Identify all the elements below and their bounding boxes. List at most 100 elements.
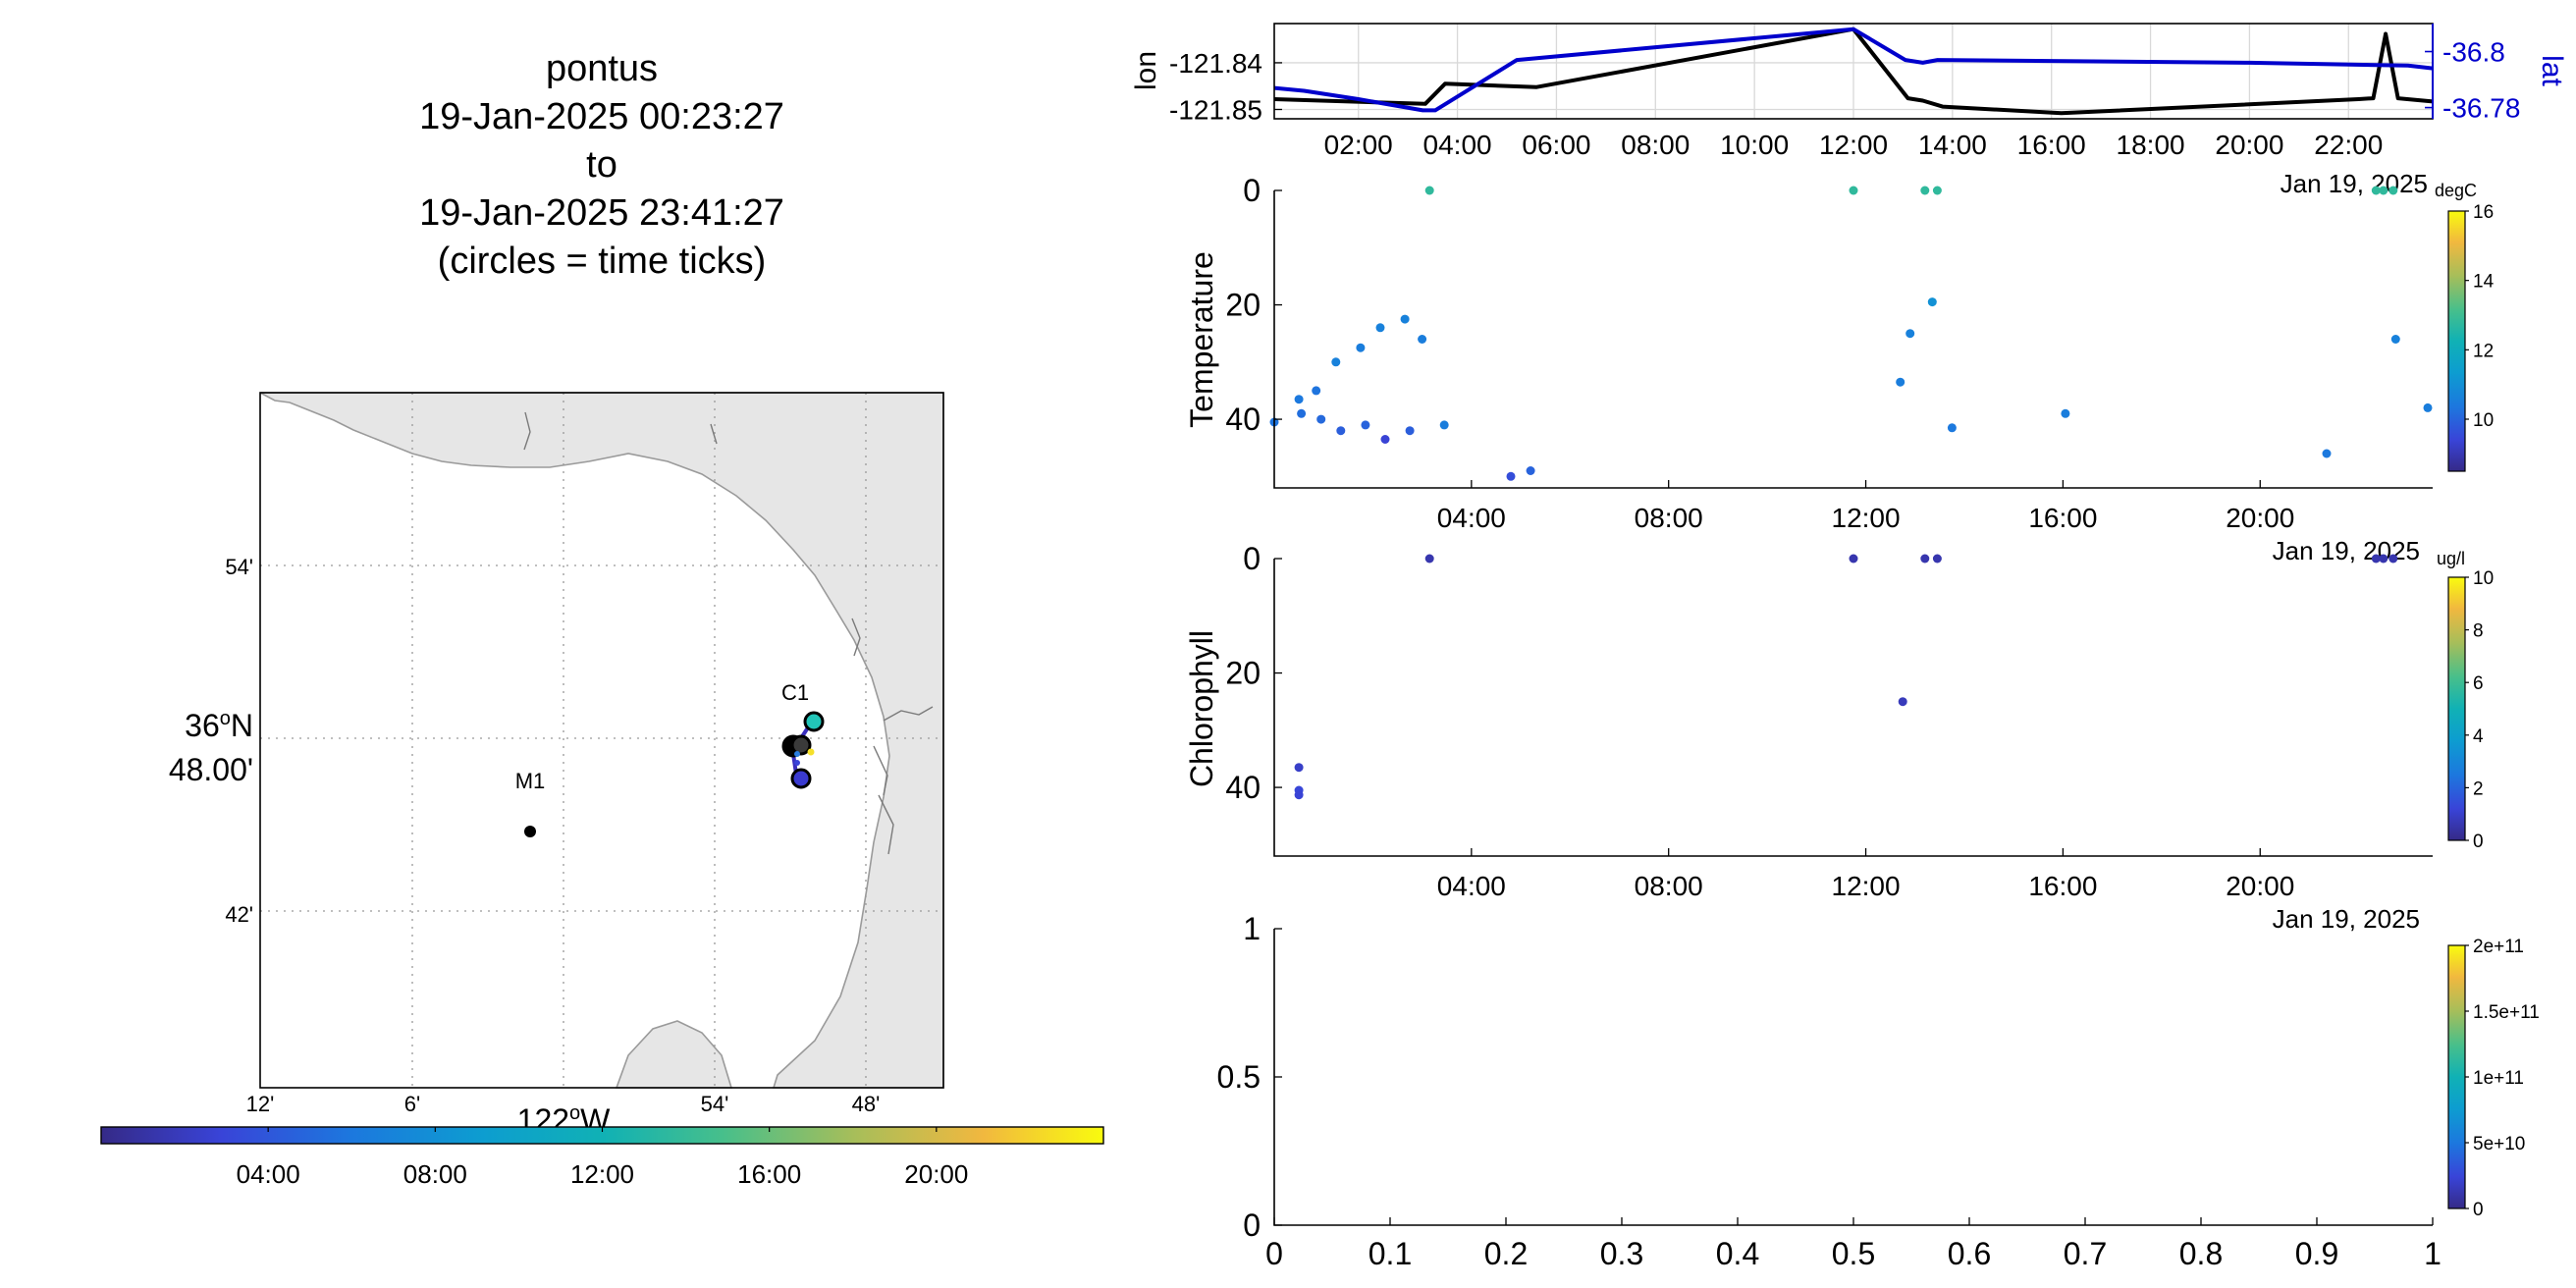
chlorophyll-x-tick-label: 08:00 bbox=[1635, 871, 1703, 901]
temperature-points bbox=[1269, 186, 2433, 481]
series-line-lon bbox=[1273, 27, 2434, 116]
chlorophyll-x-ticks: 04:00 08:00 12:00 16:00 20:00 bbox=[1437, 848, 2294, 901]
track-point-end bbox=[807, 748, 815, 756]
lon-tick-label: -121.85 bbox=[1169, 94, 1262, 125]
title-line-5: (circles = time ticks) bbox=[438, 241, 767, 282]
empty-x-tick-label: 0.8 bbox=[2179, 1236, 2223, 1271]
station-label-m1: M1 bbox=[515, 769, 546, 793]
temperature-point bbox=[1849, 186, 1858, 195]
chlorophyll-axes bbox=[1273, 559, 2433, 857]
chlorophyll-colorbar-tick-label: 2 bbox=[2473, 778, 2484, 799]
title-line-4: 19-Jan-2025 23:41:27 bbox=[419, 192, 784, 234]
temperature-axis-label: Temperature bbox=[1184, 251, 1219, 428]
empty-colorbar-tick-label: 2e+11 bbox=[2473, 937, 2524, 957]
position-x-tick-label: 14:00 bbox=[1918, 130, 1987, 160]
lon-ticks: -121.84 -121.85 bbox=[1169, 48, 1282, 125]
temperature-point bbox=[1405, 426, 1415, 436]
lat-tick-label: -36.8 bbox=[2442, 37, 2505, 68]
temperature-colorbar-tick-label: 12 bbox=[2473, 341, 2494, 361]
chlorophyll-y-ticks: 0 20 40 bbox=[1225, 541, 1282, 805]
temperature-point bbox=[1380, 435, 1390, 444]
lat-tick-label: -36.78 bbox=[2442, 93, 2520, 124]
chlorophyll-colorbar-tick-label: 8 bbox=[2473, 621, 2484, 642]
land-mass bbox=[259, 392, 944, 1089]
title-line-2: 19-Jan-2025 00:23:27 bbox=[419, 96, 784, 137]
temperature-point bbox=[1947, 423, 1957, 433]
chlorophyll-point bbox=[1920, 554, 1930, 564]
position-date-label: Jan 19, 2025 bbox=[2281, 169, 2428, 198]
empty-y-ticks: 00.51 bbox=[1217, 911, 1282, 1243]
empty-colorbar-tick-label: 0 bbox=[2473, 1200, 2484, 1220]
chlorophyll-colorbar bbox=[2447, 576, 2466, 841]
chlorophyll-colorbar-tick-label: 0 bbox=[2473, 832, 2484, 852]
title-block: pontus 19-Jan-2025 00:23:27 to 19-Jan-20… bbox=[419, 48, 784, 282]
temperature-colorbar-tick-label: 10 bbox=[2473, 410, 2494, 431]
chlorophyll-colorbar-tick-label: 10 bbox=[2473, 568, 2494, 589]
temperature-point bbox=[1336, 426, 1346, 436]
chlorophyll-point bbox=[1898, 697, 1907, 707]
chlorophyll-point bbox=[1849, 554, 1858, 564]
chlorophyll-x-tick-label: 16:00 bbox=[2028, 871, 2097, 901]
empty-y-tick-label: 0.5 bbox=[1217, 1059, 1261, 1095]
empty-axes bbox=[1273, 929, 2433, 1226]
position-series bbox=[1273, 27, 2434, 116]
chlorophyll-point bbox=[1932, 554, 1942, 564]
empty-y-tick-label: 0 bbox=[1243, 1208, 1261, 1243]
temperature-point bbox=[1331, 357, 1341, 367]
temperature-point bbox=[1316, 414, 1326, 424]
title-line-3: to bbox=[586, 144, 617, 186]
temperature-colorbar-tick-label: 16 bbox=[2473, 202, 2494, 223]
position-x-tick-label: 22:00 bbox=[2314, 130, 2383, 160]
station-label-c1: C1 bbox=[781, 680, 809, 705]
temperature-x-tick-label: 20:00 bbox=[2226, 503, 2294, 533]
empty-x-tick-label: 0.3 bbox=[1600, 1236, 1643, 1271]
empty-x-tick-label: 0.6 bbox=[1948, 1236, 1991, 1271]
chlorophyll-colorbar-ticks: 0 2 4 6 8 10 bbox=[2465, 568, 2494, 852]
temperature-point bbox=[1400, 314, 1410, 324]
temperature-point bbox=[2379, 186, 2388, 195]
map: 54' 42' 36oN 48.00' 12' 6' 54' 48' 122oW… bbox=[169, 392, 944, 1138]
chlorophyll-point bbox=[2371, 554, 2381, 564]
temperature-point bbox=[1356, 343, 1366, 352]
temperature-point bbox=[1506, 471, 1516, 481]
empty-x-tick-label: 1 bbox=[2424, 1236, 2442, 1271]
temperature-colorbar bbox=[2447, 210, 2466, 472]
time-colorbar-tick-label: 08:00 bbox=[403, 1159, 467, 1189]
position-x-tick-label: 08:00 bbox=[1621, 130, 1690, 160]
map-lat-center-label: 36oN bbox=[185, 708, 253, 743]
temperature-colorbar-tick-label: 14 bbox=[2473, 272, 2495, 293]
temperature-point bbox=[1418, 335, 1427, 344]
time-colorbar-tick-label: 12:00 bbox=[570, 1159, 634, 1189]
chlorophyll-points bbox=[1294, 554, 2398, 800]
temperature-colorbar-ticks: 10 12 14 16 bbox=[2465, 202, 2495, 431]
temperature-point bbox=[1905, 329, 1915, 339]
map-lon-tick-48: 48' bbox=[852, 1092, 881, 1116]
temperature-point bbox=[1932, 186, 1942, 195]
position-x-tick-label: 16:00 bbox=[2017, 130, 2086, 160]
time-colorbar-ticks: 04:00 08:00 12:00 16:00 20:00 bbox=[237, 1127, 968, 1189]
chlorophyll-point bbox=[1424, 554, 1434, 564]
chlorophyll-colorbar-tick-label: 6 bbox=[2473, 673, 2484, 694]
temperature-x-tick-label: 04:00 bbox=[1437, 503, 1506, 533]
temperature-panel: 04:00 08:00 12:00 16:00 20:00 0 20 40 Temperat… bbox=[1184, 173, 2495, 565]
title-line-1: pontus bbox=[546, 48, 658, 89]
position-x-ticks: 02:00 04:00 06:00 08:00 10:00 12:00 14:00 16:00… bbox=[1324, 130, 2384, 160]
track-time-tick bbox=[790, 768, 812, 789]
empty-panel: 0 0.1 0.2 0.3 0.4 0.5 0.6 0.7 0.8 0.9 1 00.51 05e+… bbox=[1217, 911, 2540, 1271]
temperature-point bbox=[2371, 186, 2381, 195]
position-x-tick-label: 10:00 bbox=[1720, 130, 1789, 160]
temperature-date-label: Jan 19, 2025 bbox=[2273, 536, 2420, 565]
temperature-point bbox=[1361, 420, 1370, 430]
map-gridlines bbox=[260, 393, 943, 1088]
chlorophyll-x-tick-label: 04:00 bbox=[1437, 871, 1506, 901]
temperature-y-tick-label: 20 bbox=[1225, 288, 1261, 323]
empty-x-tick-label: 0.4 bbox=[1716, 1236, 1759, 1271]
series-line-lat bbox=[1273, 27, 2434, 113]
temperature-x-tick-label: 12:00 bbox=[1832, 503, 1901, 533]
map-lon-tick-6: 6' bbox=[404, 1092, 420, 1116]
empty-colorbar-tick-label: 1.5e+11 bbox=[2473, 1002, 2540, 1023]
empty-colorbar-ticks: 0 5e+10 1e+11 1.5e+11 2e+11 bbox=[2465, 937, 2540, 1220]
temperature-x-tick-label: 08:00 bbox=[1635, 503, 1703, 533]
empty-x-tick-label: 0.7 bbox=[2064, 1236, 2107, 1271]
